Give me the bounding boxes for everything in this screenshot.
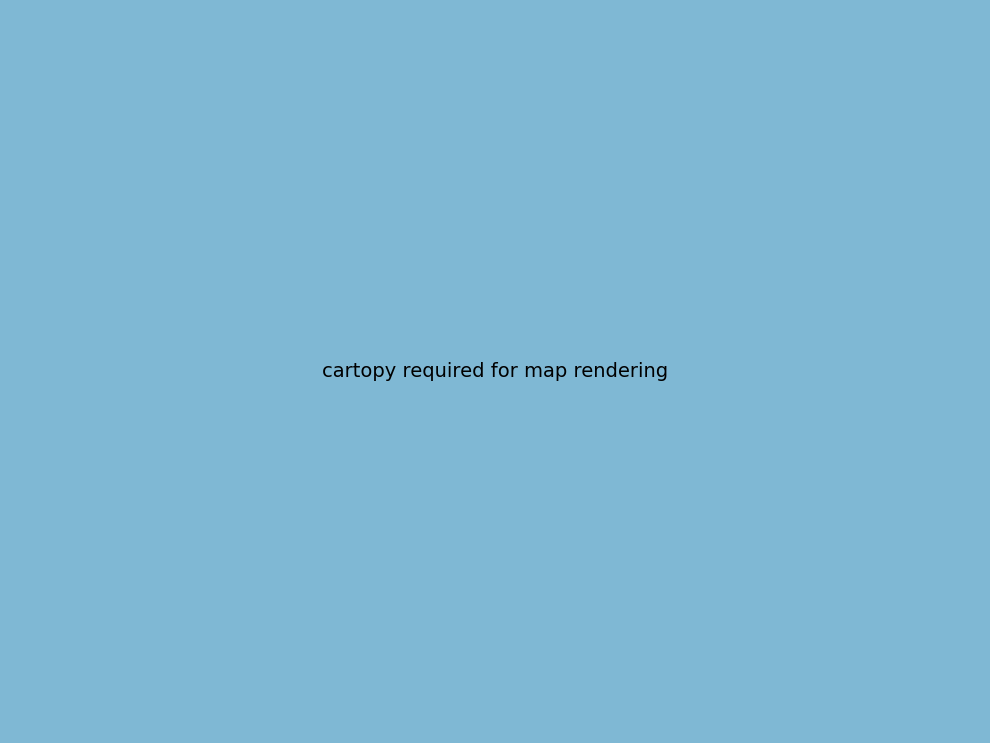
Text: cartopy required for map rendering: cartopy required for map rendering — [322, 362, 668, 381]
